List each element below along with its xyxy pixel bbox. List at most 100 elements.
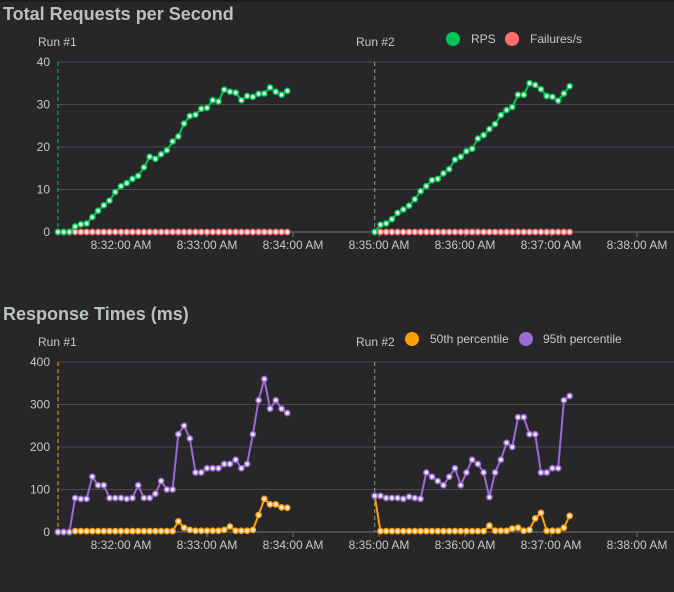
data-point: [468, 145, 476, 153]
data-point: [491, 120, 499, 128]
data-point: [514, 91, 522, 99]
data-point: [209, 96, 217, 104]
data-point: [123, 228, 131, 236]
data-point: [192, 111, 199, 119]
data-point: [209, 527, 217, 535]
data-point: [445, 165, 453, 173]
data-point: [491, 228, 499, 236]
data-point: [71, 494, 79, 502]
data-point: [157, 527, 165, 535]
data-point: [440, 527, 447, 535]
data-point: [260, 375, 268, 383]
data-point: [560, 90, 568, 97]
data-point: [220, 526, 228, 534]
series-line: [57, 86, 288, 233]
data-point: [543, 228, 551, 236]
data-point: [549, 93, 556, 101]
data-point: [417, 495, 424, 503]
x-tick-label: 8:37:00 AM: [521, 538, 582, 552]
data-point: [394, 494, 401, 502]
data-point: [140, 527, 148, 535]
data-point: [520, 91, 528, 99]
data-point: [377, 228, 384, 236]
data-point: [394, 228, 401, 236]
data-point: [486, 125, 493, 133]
data-point: [371, 228, 379, 236]
legend-marker-50th-percentile: [405, 332, 419, 346]
data-point: [134, 228, 142, 236]
data-point: [457, 527, 465, 535]
data-point: [428, 176, 436, 184]
series-line: [57, 378, 288, 533]
x-tick-label: 8:35:00 AM: [349, 238, 410, 252]
data-point: [111, 527, 119, 535]
data-point: [157, 228, 165, 236]
data-point: [537, 469, 545, 476]
data-point: [232, 456, 240, 464]
data-point: [83, 220, 90, 227]
data-point: [266, 501, 274, 508]
legend-marker-failures-s: [505, 32, 519, 46]
data-point: [215, 98, 222, 105]
data-point: [554, 228, 562, 236]
data-point: [394, 527, 401, 535]
data-point: [491, 527, 499, 535]
data-point: [434, 477, 442, 485]
data-point: [417, 187, 424, 195]
data-point: [255, 228, 262, 236]
data-point: [491, 469, 499, 476]
data-point: [215, 464, 222, 472]
data-point: [134, 481, 142, 489]
data-point: [255, 511, 262, 519]
data-point: [157, 150, 165, 158]
data-point: [180, 228, 188, 236]
data-point: [243, 527, 251, 535]
data-point: [100, 201, 108, 209]
data-point: [451, 228, 459, 236]
data-point: [129, 228, 136, 236]
data-point: [88, 473, 96, 481]
data-point: [566, 82, 573, 90]
data-point: [434, 228, 442, 236]
data-point: [272, 501, 280, 508]
x-tick-label: 8:33:00 AM: [177, 238, 238, 252]
legend-marker-rps: [446, 32, 460, 46]
data-point: [405, 228, 413, 236]
data-point: [377, 492, 384, 500]
data-point: [66, 528, 73, 536]
data-point: [174, 518, 182, 525]
data-point: [71, 527, 79, 535]
data-point: [174, 228, 182, 236]
x-tick-label: 8:36:00 AM: [435, 238, 496, 252]
data-point: [508, 525, 516, 532]
data-point: [186, 526, 194, 534]
data-point: [497, 456, 505, 464]
data-point: [100, 481, 108, 489]
data-point: [192, 527, 199, 535]
data-point: [480, 228, 487, 236]
data-point: [152, 155, 159, 163]
data-point: [463, 228, 470, 236]
data-point: [260, 228, 268, 236]
data-point: [129, 175, 136, 183]
data-point: [531, 430, 539, 438]
x-tick-label: 8:32:00 AM: [91, 238, 152, 252]
data-point: [394, 209, 401, 217]
data-point: [163, 147, 171, 154]
data-point: [238, 96, 245, 104]
data-point: [169, 138, 176, 145]
data-point: [503, 439, 510, 447]
data-point: [508, 228, 516, 236]
data-point: [266, 228, 274, 236]
chart-title-rps: Total Requests per Second: [3, 4, 234, 24]
data-point: [497, 228, 505, 236]
data-point: [388, 494, 396, 502]
data-point: [146, 153, 154, 161]
data-point: [186, 112, 194, 120]
data-point: [54, 228, 62, 236]
data-point: [146, 494, 154, 502]
data-point: [111, 188, 119, 196]
data-point: [566, 228, 573, 236]
data-point: [169, 527, 176, 535]
data-point: [543, 92, 551, 100]
